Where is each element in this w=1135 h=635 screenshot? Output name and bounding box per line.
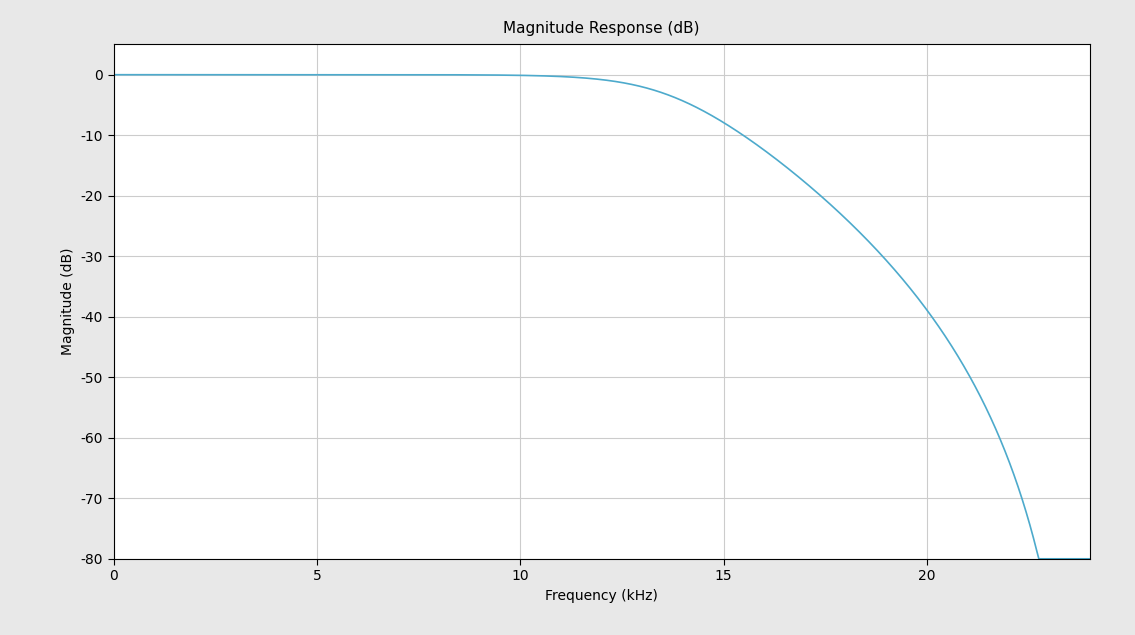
X-axis label: Frequency (kHz): Frequency (kHz) (545, 589, 658, 603)
Title: Magnitude Response (dB): Magnitude Response (dB) (503, 22, 700, 36)
Y-axis label: Magnitude (dB): Magnitude (dB) (61, 248, 75, 356)
